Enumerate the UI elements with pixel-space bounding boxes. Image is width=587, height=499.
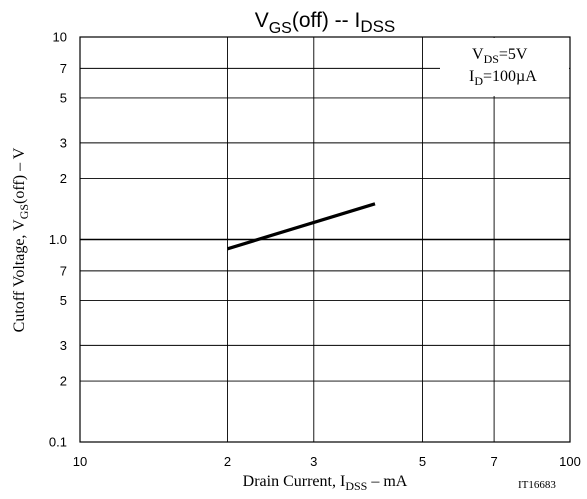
annotation-id-post: =100µA <box>483 68 537 85</box>
x-axis-label-post: – mA <box>367 473 407 490</box>
annotation-id: ID=100µA <box>469 68 537 88</box>
plot-frame <box>79 36 571 443</box>
y-axis-label-pre: Cutoff Voltage, V <box>11 219 28 332</box>
series-line <box>227 202 376 251</box>
y-tick-label: 7 <box>60 61 67 76</box>
y-tick-label: 0.1 <box>49 435 67 450</box>
x-tick-label: 7 <box>490 454 497 469</box>
y-axis-label-sub: GS <box>17 204 31 219</box>
x-tick-label: 2 <box>224 454 231 469</box>
x-tick-label: 10 <box>73 454 87 469</box>
x-axis-label-sub: DSS <box>345 479 367 493</box>
y-tick-label: 5 <box>60 90 67 105</box>
y-tick-label: 2 <box>60 374 67 389</box>
chart-title-sub2: DSS <box>360 17 395 36</box>
y-tick-label: 5 <box>60 293 67 308</box>
tick-labels: 10 2 3 5 7 100 0.1 2 3 5 7 1.0 2 3 5 7 10 <box>49 30 581 470</box>
y-tick-label: 1.0 <box>49 232 67 247</box>
chart-title-main: V <box>255 9 269 32</box>
annotation-id-pre: I <box>469 68 474 85</box>
figure-code: IT16683 <box>518 479 556 491</box>
grid <box>80 37 570 442</box>
y-axis-label-post: (off) – V <box>11 147 28 204</box>
y-tick-label: 7 <box>60 263 67 278</box>
chart-title: VGS(off) -- IDSS <box>255 9 396 37</box>
x-tick-label: 100 <box>559 454 581 469</box>
annotation-vds-sub: DS <box>484 52 499 66</box>
y-tick-label: 3 <box>60 338 67 353</box>
y-tick-label: 2 <box>60 171 67 186</box>
annotation-id-sub: D <box>474 74 483 88</box>
annotation-vds-pre: V <box>472 46 484 63</box>
x-tick-label: 5 <box>419 454 426 469</box>
annotation-vds-post: =5V <box>499 46 528 63</box>
chart-title-sub: GS <box>269 20 292 37</box>
x-axis-label-pre: Drain Current, I <box>243 473 346 490</box>
annotation-box <box>440 38 569 96</box>
y-axis-label: Cutoff Voltage, VGS(off) – V <box>11 147 31 332</box>
series-group <box>227 202 376 251</box>
y-tick-label: 3 <box>60 135 67 150</box>
x-axis-label: Drain Current, IDSS – mA <box>243 473 408 493</box>
chart-title-rest: (off) -- I <box>292 9 360 32</box>
x-tick-label: 3 <box>310 454 317 469</box>
y-tick-label: 10 <box>53 30 67 45</box>
annotation-vds: VDS=5V <box>472 46 528 66</box>
